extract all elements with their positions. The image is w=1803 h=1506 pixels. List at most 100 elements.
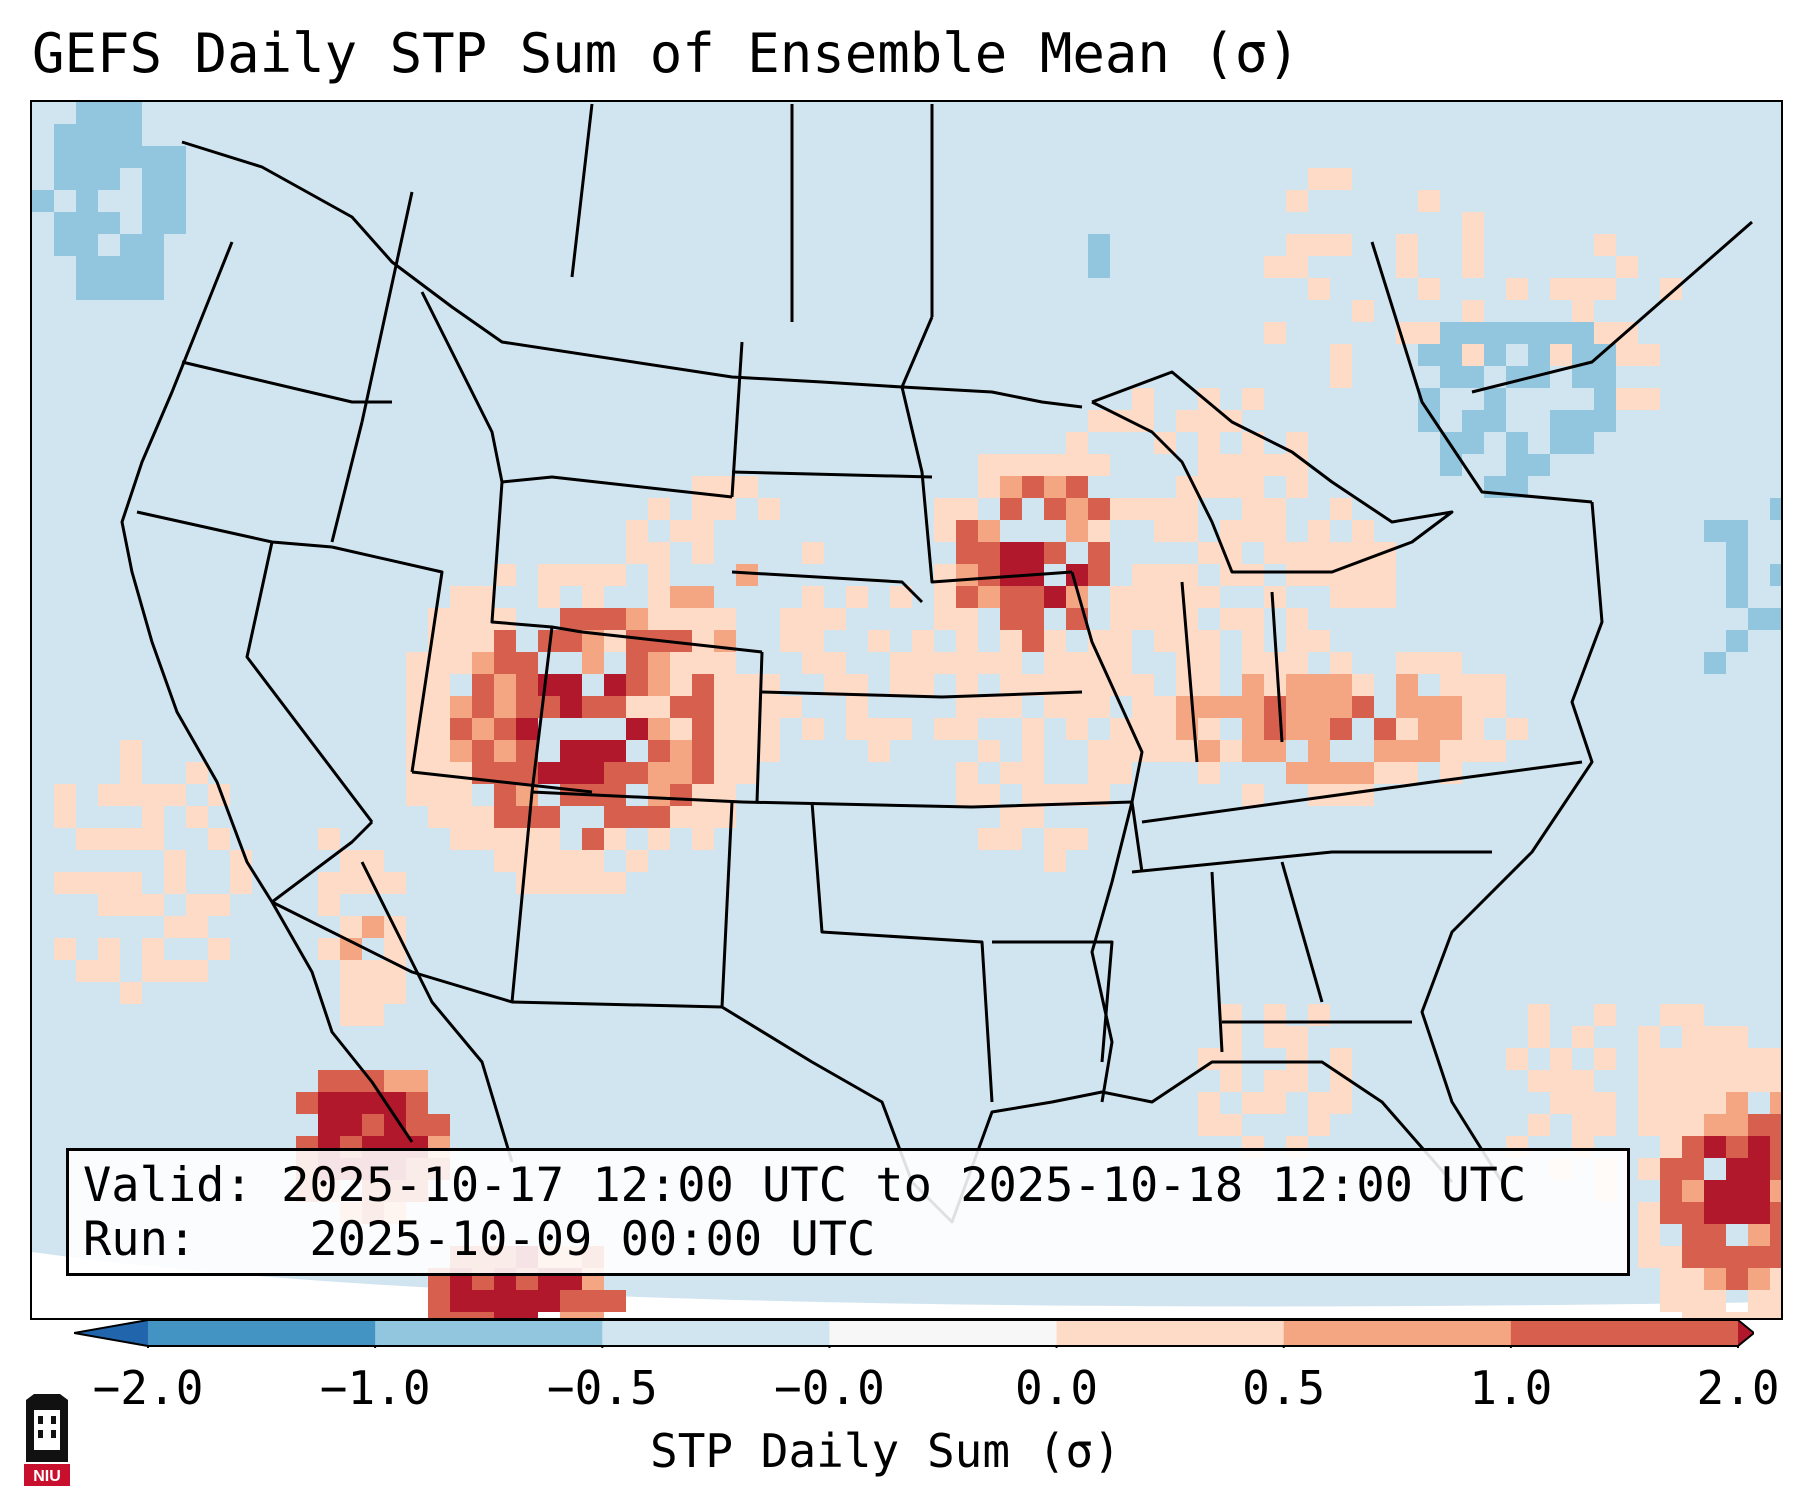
stp-cell: [1528, 1114, 1550, 1136]
stp-cell: [1088, 520, 1110, 542]
stp-cell: [1418, 322, 1440, 344]
stp-cell: [560, 850, 582, 872]
stp-cell: [1330, 1092, 1352, 1114]
stp-cell: [1286, 1048, 1308, 1070]
stp-cell: [142, 828, 164, 850]
stp-cell: [186, 960, 208, 982]
stp-cell: [1176, 586, 1198, 608]
stp-cell: [626, 762, 648, 784]
stp-cell: [582, 850, 604, 872]
stp-cell: [472, 696, 494, 718]
stp-cell: [1308, 168, 1330, 190]
stp-cell: [1088, 410, 1110, 432]
stp-cell: [670, 740, 692, 762]
stp-cell: [98, 784, 120, 806]
stp-cell: [1594, 366, 1616, 388]
stp-cell: [626, 674, 648, 696]
stp-cell: [978, 784, 1000, 806]
stp-cell: [142, 190, 164, 212]
stp-cell: [1660, 1290, 1682, 1312]
stp-cell: [670, 784, 692, 806]
stp-cell: [1022, 586, 1044, 608]
stp-cell: [472, 630, 494, 652]
stp-cell: [494, 630, 516, 652]
stp-cell: [1000, 476, 1022, 498]
stp-cell: [956, 718, 978, 740]
stp-cell: [1176, 410, 1198, 432]
stp-cell: [1770, 1092, 1781, 1114]
stp-cell: [692, 762, 714, 784]
stp-cell: [1682, 1070, 1704, 1092]
stp-cell: [956, 564, 978, 586]
stp-cell: [1264, 454, 1286, 476]
ne-ks-border: [761, 690, 943, 699]
stp-cell: [120, 278, 142, 300]
stp-cell: [1066, 564, 1088, 586]
stp-cell: [1286, 718, 1308, 740]
stp-cell: [1242, 740, 1264, 762]
stp-cell: [1242, 784, 1264, 806]
stp-cell: [1154, 696, 1176, 718]
stp-cell: [1088, 740, 1110, 762]
stp-cell: [1770, 1246, 1781, 1268]
stp-cell: [1088, 256, 1110, 278]
stp-cell: [1726, 1070, 1748, 1092]
stp-cell: [1066, 586, 1088, 608]
stp-cell: [76, 190, 98, 212]
stp-cell: [1308, 762, 1330, 784]
stp-cell: [186, 762, 208, 784]
stp-cell: [1440, 674, 1462, 696]
stp-cell: [1748, 1070, 1770, 1092]
stp-cell: [560, 762, 582, 784]
stp-cell: [1572, 1070, 1594, 1092]
stp-cell: [1132, 564, 1154, 586]
stp-cell: [1462, 410, 1484, 432]
stp-cell: [472, 1312, 494, 1318]
province-boundary: [570, 103, 934, 322]
stp-cell: [1726, 630, 1748, 652]
stp-cell: [1264, 256, 1286, 278]
mt-wy-border: [501, 475, 733, 499]
stp-cell: [604, 740, 626, 762]
stp-cell: [1594, 278, 1616, 300]
stp-cell: [1770, 564, 1781, 586]
stp-cell: [1506, 454, 1528, 476]
stp-cell: [472, 586, 494, 608]
stp-cell: [1440, 696, 1462, 718]
stp-cell: [582, 608, 604, 630]
stp-cell: [428, 762, 450, 784]
stp-cell: [1550, 410, 1572, 432]
stp-cell: [76, 146, 98, 168]
west-coast: [120, 241, 274, 903]
stp-cell: [1418, 652, 1440, 674]
stp-cell: [494, 652, 516, 674]
co-nm-border: [531, 790, 743, 804]
stp-cell: [956, 586, 978, 608]
stp-cell: [362, 982, 384, 1004]
stp-cell: [406, 1070, 428, 1092]
stp-cell: [428, 740, 450, 762]
stp-cell: [1704, 1136, 1726, 1158]
stp-cell: [1704, 1268, 1726, 1290]
stp-cell: [1462, 344, 1484, 366]
run-label: Run:: [83, 1212, 197, 1267]
stp-cell: [208, 938, 230, 960]
stp-cell: [802, 586, 824, 608]
stp-cell: [494, 718, 516, 740]
stp-cell: [1770, 498, 1781, 520]
il-in-border: [1180, 581, 1199, 763]
stp-cell: [1000, 498, 1022, 520]
stp-cell: [1770, 1268, 1781, 1290]
stp-cell: [340, 872, 362, 894]
stp-cell: [450, 806, 472, 828]
stp-cell: [406, 1114, 428, 1136]
stp-cell: [1220, 608, 1242, 630]
mexico-coast: [270, 861, 514, 1163]
stp-cell: [846, 696, 868, 718]
stp-cell: [1726, 1136, 1748, 1158]
stp-cell: [1770, 1158, 1781, 1180]
stp-cell: [1704, 1180, 1726, 1202]
stp-cell: [494, 762, 516, 784]
stp-cell: [1704, 1224, 1726, 1246]
stp-cell: [98, 168, 120, 190]
